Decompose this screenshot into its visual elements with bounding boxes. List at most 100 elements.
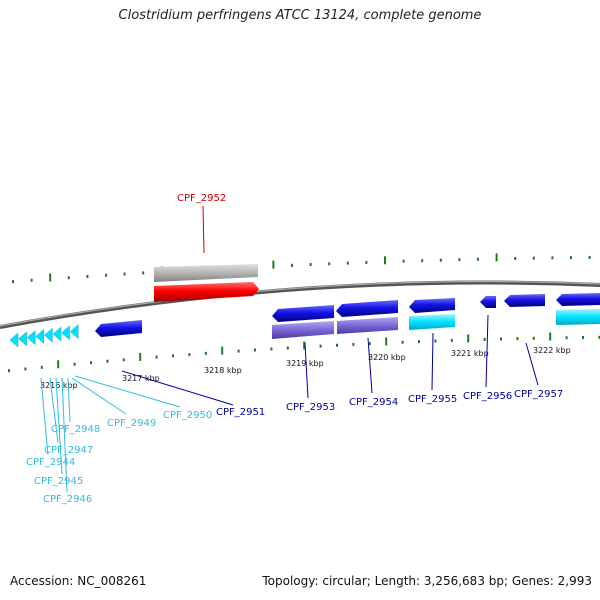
- gene-feature-cpf-2951[interactable]: [95, 320, 142, 337]
- gene-label-cpf-2953[interactable]: CPF_2953: [286, 402, 335, 413]
- topology-text: Topology: circular; Length: 3,256,683 bp…: [262, 574, 592, 588]
- tick-mark: [570, 256, 572, 260]
- cyan-gene-arrow[interactable]: [26, 330, 36, 346]
- tick-mark: [139, 352, 142, 361]
- gene-label-cpf-2956[interactable]: CPF_2956: [463, 391, 512, 402]
- gene-labels: CPF_2944 CPF_2945 CPF_2946 CPF_2947 CPF_2948…: [26, 193, 563, 505]
- cyan-gene-arrow[interactable]: [61, 325, 70, 341]
- gene-label-cpf-2946[interactable]: CPF_2946: [43, 494, 92, 505]
- tick-mark: [221, 346, 224, 355]
- gene-label-cpf-2949[interactable]: CPF_2949: [107, 418, 156, 429]
- tick-mark: [549, 332, 552, 341]
- accession-text: Accession: NC_008261: [10, 574, 147, 588]
- gene-feature-cpf-2952[interactable]: [154, 282, 259, 302]
- leader-line: [61, 377, 68, 493]
- tick-mark: [551, 256, 554, 260]
- gene-feature-cpf-2955[interactable]: [409, 298, 455, 313]
- gene-label-cpf-2947[interactable]: CPF_2947: [44, 445, 93, 456]
- genome-backbone: [0, 280, 600, 329]
- tick-mark: [598, 335, 600, 339]
- cyan-gene-arrow[interactable]: [52, 326, 62, 342]
- tick-mark: [365, 260, 368, 264]
- cyan-gene-arrow[interactable]: [35, 328, 45, 344]
- tick-mark: [500, 337, 502, 341]
- gene-feature-cpf-2955-cyan[interactable]: [409, 314, 455, 330]
- gene-feature-right-cyan[interactable]: [556, 309, 600, 325]
- gene-feature-cpf-2956[interactable]: [480, 296, 496, 308]
- gene-feature-cpf-2957[interactable]: [504, 294, 545, 307]
- gene-feature-cpf-2953-purple[interactable]: [272, 321, 334, 339]
- gene-feature-grey[interactable]: [154, 264, 258, 282]
- tick-mark: [319, 344, 322, 348]
- tick-mark: [73, 362, 76, 366]
- gene-label-cpf-2951[interactable]: CPF_2951: [216, 407, 265, 418]
- tick-mark: [30, 278, 33, 282]
- tick-mark: [385, 337, 388, 346]
- tick-mark: [532, 256, 535, 260]
- tick-mark: [142, 271, 145, 275]
- kbp-label: 3220 kbp: [368, 353, 406, 362]
- tick-mark: [49, 273, 52, 282]
- gene-feature-cluster-2944-2950[interactable]: [9, 324, 79, 348]
- leader-line: [304, 342, 309, 399]
- tick-mark: [172, 354, 174, 358]
- tick-mark: [439, 258, 442, 262]
- gene-feature-cpf-2954-purple[interactable]: [337, 317, 398, 334]
- leader-line: [367, 337, 373, 394]
- gene-label-cpf-2955[interactable]: CPF_2955: [408, 394, 457, 405]
- kbp-label: 3219 kbp: [286, 359, 324, 368]
- tick-mark: [254, 348, 256, 352]
- tick-mark: [402, 259, 405, 263]
- tick-mark: [237, 349, 240, 353]
- cyan-gene-arrow[interactable]: [44, 327, 53, 343]
- kbp-label: 3217 kbp: [122, 374, 160, 383]
- tick-mark: [514, 256, 517, 260]
- leader-line: [71, 377, 127, 415]
- outer-tick-track: [12, 253, 591, 284]
- gene-features: [9, 264, 600, 348]
- tick-mark: [188, 353, 191, 357]
- tick-mark: [57, 360, 60, 369]
- gene-label-cpf-2952[interactable]: CPF_2952: [177, 193, 226, 204]
- tick-mark: [105, 273, 107, 277]
- tick-mark: [368, 342, 371, 346]
- tick-mark: [458, 258, 461, 262]
- tick-mark: [582, 335, 584, 339]
- tick-mark: [303, 341, 306, 350]
- tick-mark: [106, 359, 109, 363]
- kbp-label: 3216 kbp: [40, 381, 78, 390]
- gene-feature-right-blue[interactable]: [556, 293, 600, 306]
- gene-label-cpf-2944[interactable]: CPF_2944: [26, 457, 75, 468]
- tick-mark: [272, 260, 275, 269]
- gene-label-cpf-2957[interactable]: CPF_2957: [514, 389, 563, 400]
- cyan-gene-arrow[interactable]: [69, 324, 79, 340]
- gene-label-cpf-2954[interactable]: CPF_2954: [349, 397, 398, 408]
- tick-mark: [24, 367, 27, 371]
- tick-mark: [328, 262, 331, 266]
- tick-mark: [532, 336, 535, 340]
- leader-line: [49, 377, 59, 444]
- kbp-label: 3221 kbp: [451, 349, 489, 358]
- map-title: Clostridium perfringens ATCC 13124, comp…: [118, 8, 482, 23]
- tick-mark: [495, 253, 498, 262]
- leader-line: [55, 377, 63, 475]
- tick-mark: [86, 274, 89, 278]
- gene-leader-lines: [40, 205, 539, 493]
- leader-line: [485, 314, 489, 388]
- tick-mark: [123, 272, 126, 276]
- gene-feature-cpf-2953[interactable]: [272, 305, 334, 322]
- gene-label-cpf-2950[interactable]: CPF_2950: [163, 410, 212, 421]
- tick-mark: [309, 263, 312, 267]
- gene-label-cpf-2948[interactable]: CPF_2948: [51, 424, 100, 435]
- tick-mark: [467, 334, 470, 343]
- tick-mark: [291, 263, 293, 267]
- tick-mark: [122, 358, 125, 362]
- gene-feature-cpf-2954[interactable]: [336, 300, 398, 317]
- gene-label-cpf-2945[interactable]: CPF_2945: [34, 476, 83, 487]
- leader-line: [67, 377, 71, 423]
- cyan-gene-arrow[interactable]: [18, 331, 27, 347]
- cyan-gene-arrow[interactable]: [9, 332, 19, 348]
- leader-line: [525, 342, 539, 386]
- tick-mark: [421, 259, 424, 263]
